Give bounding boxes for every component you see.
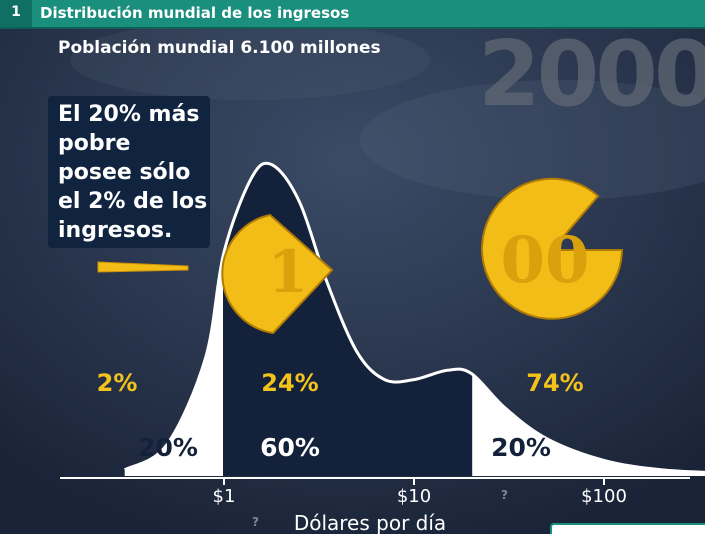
coin-left-label: 1 — [268, 238, 308, 306]
help-icon[interactable]: ? — [252, 515, 259, 529]
x-tick-label: $10 — [397, 486, 431, 507]
callout-box: El 20% más pobre posee sólo el 2% de los… — [48, 96, 210, 248]
page-title: Distribución mundial de los ingresos — [40, 4, 350, 22]
income-share-label: 24% — [261, 369, 318, 397]
x-tick-label: $100 — [581, 486, 627, 507]
population-label: Población mundial 6.100 millones — [58, 38, 381, 58]
header-bar: 1 Distribución mundial de los ingresos — [0, 0, 705, 29]
population-share-label: 60% — [260, 433, 320, 462]
distribution-curve — [123, 161, 705, 474]
coin-right-icon — [481, 177, 624, 320]
callout-text: El 20% más pobre posee sólo el 2% de los… — [58, 102, 208, 243]
segment-area — [471, 373, 705, 476]
population-share-label: 20% — [491, 433, 551, 462]
info-button[interactable] — [550, 523, 705, 534]
coin-right-label: 00 — [500, 223, 589, 298]
section-number: 1 — [0, 0, 32, 27]
x-tick-label: $1 — [213, 486, 236, 507]
coin-left-icon — [221, 213, 334, 335]
year-watermark: 2000 — [478, 22, 705, 127]
help-icon[interactable]: ? — [501, 488, 508, 502]
x-axis-label: Dólares por día — [294, 511, 446, 534]
income-share-label: 74% — [526, 369, 583, 397]
segment-area — [124, 252, 224, 476]
income-share-label: 2% — [97, 369, 138, 397]
population-share-label: 20% — [138, 433, 198, 462]
coin-sliver-icon — [97, 261, 189, 273]
